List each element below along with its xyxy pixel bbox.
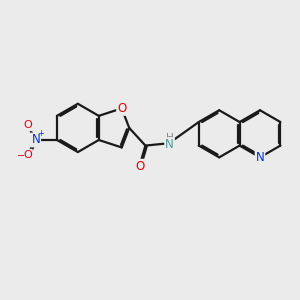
Text: O: O	[23, 150, 32, 160]
Text: N: N	[256, 151, 264, 164]
Text: H: H	[166, 133, 173, 143]
Text: O: O	[117, 102, 126, 115]
Text: O: O	[136, 160, 145, 173]
Text: N: N	[32, 134, 40, 146]
Text: O: O	[23, 120, 32, 130]
Text: N: N	[165, 138, 174, 151]
Text: −: −	[17, 151, 25, 161]
Text: +: +	[38, 129, 44, 138]
